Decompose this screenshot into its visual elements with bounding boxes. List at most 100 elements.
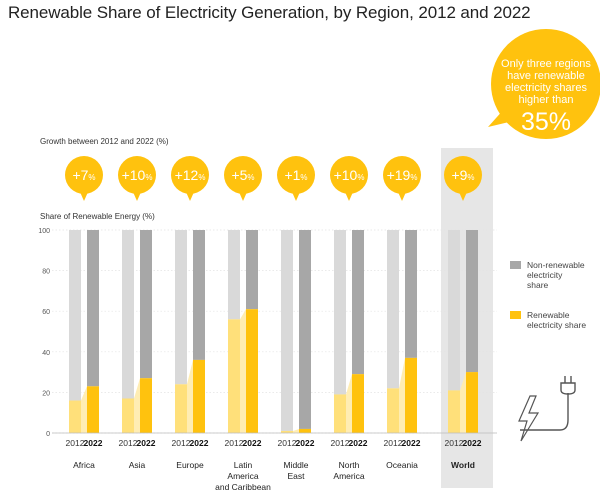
growth-bubble (383, 156, 421, 194)
bar-renewable-2012 (228, 319, 240, 433)
growth-bubble (330, 156, 368, 194)
category-label: East (287, 471, 305, 481)
year-label: 2022 (296, 438, 315, 448)
year-label: 2012 (225, 438, 244, 448)
category-label: Oceania (386, 460, 418, 470)
bar-nonrenewable-2012 (281, 230, 293, 431)
callout-message: Only three regions have renewable electr… (501, 58, 591, 106)
bar-renewable-2012 (69, 400, 81, 433)
y-axis-title: Share of Renewable Energy (%) (40, 212, 155, 221)
bar-nonrenewable-2022 (140, 230, 152, 379)
bar-renewable-2012 (175, 384, 187, 433)
bar-nonrenewable-2022 (299, 230, 311, 429)
bar-nonrenewable-2022 (87, 230, 99, 387)
year-label: 2022 (190, 438, 209, 448)
bar-nonrenewable-2022 (193, 230, 205, 360)
year-label: 2022 (137, 438, 156, 448)
bar-nonrenewable-2022 (246, 230, 258, 310)
category-label: North (339, 460, 360, 470)
year-label: 2012 (445, 438, 464, 448)
bar-renewable-2022 (140, 378, 152, 433)
bar-renewable-2022 (246, 309, 258, 433)
y-tick-label: 100 (38, 228, 50, 235)
growth-value: +10% (122, 167, 153, 183)
growth-bubble (277, 156, 315, 194)
category-label: America (227, 471, 258, 481)
bar-nonrenewable-2012 (387, 230, 399, 389)
category-label: World (451, 460, 475, 470)
bar-renewable-2022 (405, 357, 417, 433)
year-label: 2022 (463, 438, 482, 448)
bar-connector (293, 428, 299, 433)
growth-bubble (444, 156, 482, 194)
bar-nonrenewable-2012 (228, 230, 240, 320)
category-label: America (333, 471, 364, 481)
bar-renewable-2012 (334, 394, 346, 433)
legend-label: electricity (527, 270, 563, 280)
bar-renewable-2022 (299, 428, 311, 433)
bar-renewable-2022 (87, 386, 99, 433)
y-tick-label: 0 (46, 431, 50, 438)
bar-renewable-2022 (466, 372, 478, 433)
category-label: Asia (129, 460, 146, 470)
y-tick-label: 40 (42, 350, 50, 357)
bar-nonrenewable-2022 (405, 230, 417, 358)
bar-nonrenewable-2012 (122, 230, 134, 399)
legend-label: Renewable (527, 310, 570, 320)
bar-nonrenewable-2012 (69, 230, 81, 401)
legend-label: share (527, 280, 549, 290)
growth-bubble-pointer (80, 192, 88, 201)
bar-connector (187, 359, 193, 433)
bar-renewable-2012 (281, 430, 293, 433)
bar-connector (134, 378, 140, 433)
callout-bubble (491, 29, 600, 139)
growth-bubble-pointer (459, 192, 467, 201)
legend-swatch (510, 311, 521, 319)
bar-nonrenewable-2012 (334, 230, 346, 395)
bar-renewable-2022 (352, 374, 364, 433)
growth-value: +10% (334, 167, 365, 183)
bar-connector (240, 309, 246, 433)
growth-value: +5% (231, 167, 254, 183)
y-tick-label: 20 (42, 390, 50, 397)
bar-renewable-2022 (193, 359, 205, 433)
bar-nonrenewable-2022 (352, 230, 364, 375)
growth-value: +19% (387, 167, 418, 183)
bar-connector (81, 386, 87, 433)
year-label: 2012 (66, 438, 85, 448)
category-label: Latin (234, 460, 253, 470)
growth-bubble (65, 156, 103, 194)
category-label: Africa (73, 460, 95, 470)
category-label: Europe (176, 460, 204, 470)
year-label: 2012 (119, 438, 138, 448)
chart-title: Renewable Share of Electricity Generatio… (8, 3, 531, 22)
bar-connector (399, 357, 405, 433)
growth-bubble-pointer (292, 192, 300, 201)
growth-value: +1% (284, 167, 307, 183)
category-label: and Caribbean (215, 482, 271, 492)
bar-renewable-2012 (387, 388, 399, 433)
legend-swatch (510, 261, 521, 269)
growth-bubble (224, 156, 262, 194)
legend-label: Non-renewable (527, 260, 585, 270)
growth-bubble-pointer (186, 192, 194, 201)
plug-cord (520, 393, 569, 431)
growth-bubble-pointer (133, 192, 141, 201)
growth-value: +12% (175, 167, 206, 183)
growth-bubble-pointer (239, 192, 247, 201)
bar-nonrenewable-2012 (448, 230, 460, 391)
bar-renewable-2012 (122, 398, 134, 433)
growth-bubble-pointer (345, 192, 353, 201)
callout-text: Only three regions have renewable electr… (492, 58, 600, 136)
bar-connector (346, 374, 352, 433)
year-label: 2022 (402, 438, 421, 448)
bar-connector (460, 372, 466, 433)
growth-bubble (118, 156, 156, 194)
year-label: 2022 (349, 438, 368, 448)
category-label: Middle (283, 460, 308, 470)
year-label: 2022 (243, 438, 262, 448)
lightning-icon (518, 395, 540, 442)
growth-value: +9% (451, 167, 474, 183)
bar-nonrenewable-2022 (466, 230, 478, 373)
